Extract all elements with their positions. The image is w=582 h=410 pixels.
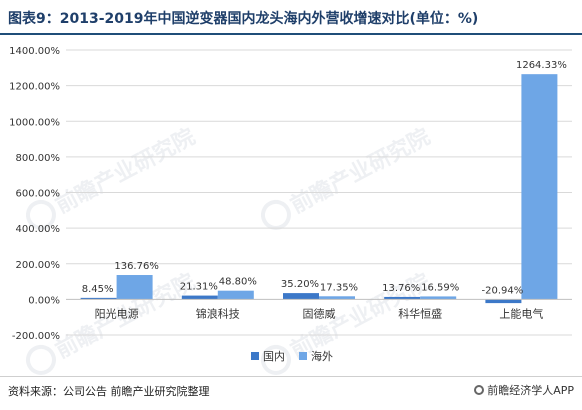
- title-divider: [0, 33, 582, 35]
- watermark: 前瞻产业研究院: [260, 124, 434, 230]
- y-tick-label: 0.00%: [28, 295, 60, 306]
- brand-name: 前瞻经济学人APP: [487, 384, 574, 397]
- x-category-label: 固德威: [303, 306, 336, 320]
- watermark-logo-icon: [25, 344, 56, 375]
- bar-domestic: [485, 299, 522, 304]
- data-label: 136.76%: [114, 261, 159, 272]
- bar-domestic: [283, 293, 319, 300]
- data-label: 13.76%: [382, 283, 420, 294]
- bar-overseas: [116, 275, 153, 300]
- watermark-logo-icon: [260, 199, 291, 230]
- gridlines: [66, 49, 572, 336]
- legend-swatch: [299, 352, 307, 360]
- bars-layer: [80, 74, 558, 304]
- legend-label: 国内: [263, 349, 285, 363]
- brand-logo: 前瞻经济学人APP: [474, 382, 574, 398]
- brand-logo-icon: [474, 385, 485, 395]
- data-label: 16.59%: [421, 282, 459, 293]
- y-tick-label: 400.00%: [16, 224, 61, 235]
- y-tick-label: 1000.00%: [9, 117, 60, 128]
- source-divider: [0, 376, 582, 377]
- data-label: -20.94%: [482, 285, 524, 296]
- data-label: 35.20%: [281, 279, 319, 290]
- data-label: 48.80%: [219, 277, 257, 288]
- watermark-text: 前瞻产业研究院: [51, 124, 199, 219]
- y-tick-label: -200.00%: [12, 331, 60, 342]
- bar-overseas: [217, 290, 254, 300]
- y-tick-label: 800.00%: [16, 153, 61, 164]
- watermark-logo-icon: [260, 344, 291, 375]
- chart-area: 前瞻产业研究院 前瞻产业研究院 前瞻产业研究院 前瞻产业研究院 -200.00% 0.0…: [0, 38, 582, 375]
- y-tick-label: 1400.00%: [9, 46, 60, 57]
- data-label: 17.35%: [320, 282, 358, 293]
- y-tick-label: 1200.00%: [9, 82, 60, 93]
- legend-swatch: [251, 352, 259, 360]
- watermark-logo-icon: [25, 199, 56, 230]
- x-category-label: 上能电气: [499, 306, 543, 320]
- bar-domestic: [384, 296, 421, 300]
- source-note: 资料来源：公司公告 前瞻产业研究院整理: [8, 385, 210, 398]
- y-axis: -200.00% 0.00% 200.00% 400.00% 600.00% 800.00…: [9, 46, 60, 342]
- watermark: 前瞻产业研究院: [25, 124, 199, 230]
- legend: 国内 海外: [251, 349, 333, 363]
- legend-label: 海外: [311, 349, 333, 363]
- data-label: 21.31%: [180, 282, 218, 293]
- x-category-label: 阳光电源: [95, 306, 139, 320]
- bar-domestic: [80, 297, 117, 300]
- data-label: 8.45%: [82, 284, 114, 295]
- bar-overseas: [521, 74, 558, 300]
- x-category-label: 锦浪科技: [196, 306, 240, 320]
- bar-domestic: [181, 295, 218, 300]
- x-axis: 阳光电源 锦浪科技 固德威 科华恒盛 上能电气: [66, 298, 572, 320]
- bar-overseas: [319, 296, 355, 300]
- watermark-text: 前瞻产业研究院: [286, 124, 434, 219]
- chart-title: 图表9：2013-2019年中国逆变器国内龙头海内外营收增速对比(单位：%): [8, 11, 479, 27]
- data-labels-layer: 8.45% 136.76% 21.31% 48.80% 35.20% 17.35% 13.7…: [82, 60, 567, 296]
- y-tick-label: 200.00%: [16, 260, 61, 271]
- data-label: 1264.33%: [516, 60, 567, 71]
- y-tick-label: 600.00%: [16, 189, 61, 200]
- bar-overseas: [420, 296, 457, 300]
- x-category-label: 科华恒盛: [398, 306, 442, 320]
